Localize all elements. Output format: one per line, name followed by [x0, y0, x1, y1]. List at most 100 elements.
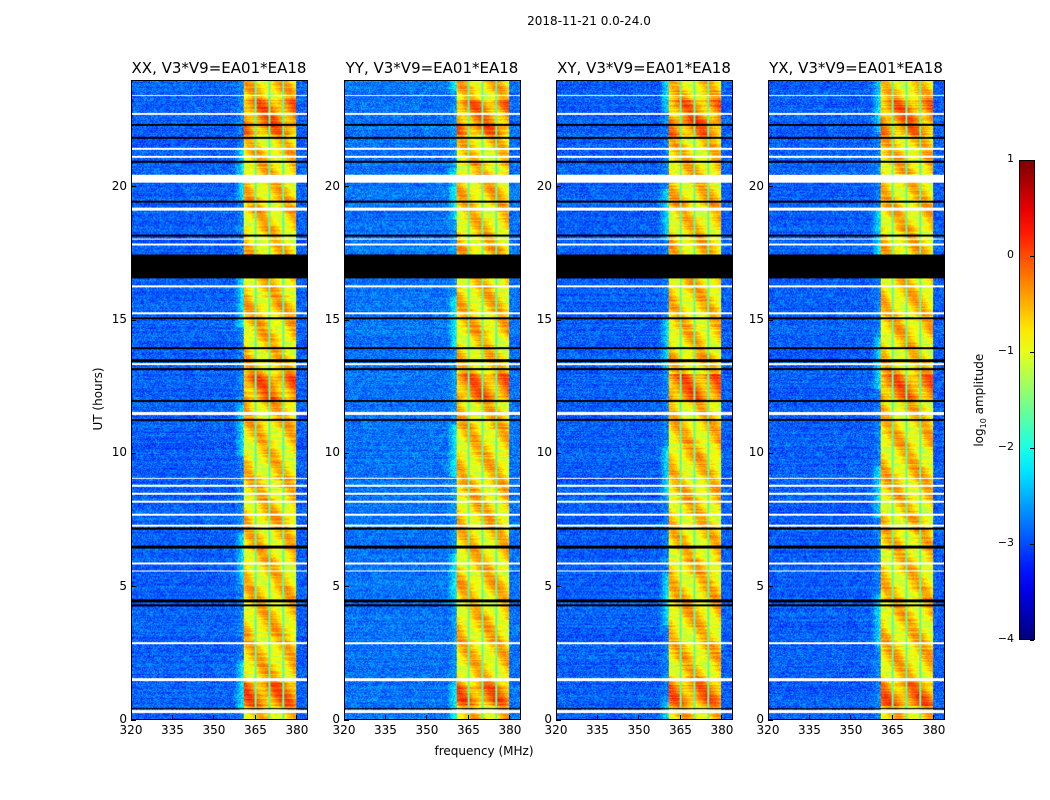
y-tick-label: 10: [111, 445, 127, 460]
x-tick-label: 335: [586, 723, 609, 737]
y-tick-label: 15: [536, 312, 552, 326]
panel-title-xy: XY, V3*V9=EA01*EA18: [557, 59, 731, 77]
x-tick-mark: [721, 715, 723, 720]
colorbar-tick-mark: [1030, 159, 1034, 161]
x-tick-label: 350: [202, 723, 226, 737]
x-tick-mark: [933, 715, 935, 720]
y-tick-mark: [556, 319, 561, 321]
y-tick-mark: [768, 319, 773, 321]
y-tick-mark: [131, 319, 136, 321]
x-tick-mark: [213, 715, 215, 720]
x-tick-mark: [850, 715, 852, 720]
colorbar-tick-mark: [1030, 543, 1034, 545]
panel-title-xx: XX, V3*V9=EA01*EA18: [131, 59, 307, 77]
y-tick-mark: [768, 719, 773, 721]
y-tick-mark: [556, 719, 561, 721]
y-tick-mark: [344, 186, 349, 188]
figure-title: 2018-11-21 0.0-24.0: [527, 14, 651, 28]
y-tick-label: 0: [544, 712, 552, 726]
y-tick-mark: [344, 319, 349, 321]
y-tick-label: 20: [536, 178, 552, 193]
x-tick-mark: [808, 715, 810, 720]
x-tick-mark: [467, 715, 469, 720]
y-tick-label: 10: [748, 445, 764, 460]
y-tick-mark: [131, 452, 136, 454]
x-tick-label: 350: [839, 723, 863, 737]
y-tick-mark: [131, 586, 136, 588]
panel-title-yy: YY, V3*V9=EA01*EA18: [345, 59, 519, 77]
x-tick-mark: [130, 715, 132, 720]
y-tick-mark: [768, 586, 773, 588]
x-tick-label: 380: [285, 723, 309, 737]
x-tick-label: 320: [332, 723, 356, 737]
x-tick-mark: [171, 715, 173, 720]
x-tick-label: 335: [798, 723, 821, 737]
x-axis-label: frequency (MHz): [434, 744, 534, 758]
y-tick-mark: [556, 452, 561, 454]
x-tick-label: 350: [415, 723, 439, 737]
colorbar-tick-mark: [1030, 255, 1034, 257]
y-tick-label: 5: [544, 578, 552, 593]
x-tick-mark: [296, 715, 298, 720]
spectrogram-xy: [556, 80, 733, 720]
colorbar-tick-label: 0: [1007, 248, 1014, 261]
y-tick-mark: [344, 452, 349, 454]
colorbar-label-log: log: [971, 428, 986, 447]
x-tick-label: 335: [374, 723, 397, 737]
x-tick-label: 320: [756, 723, 780, 737]
x-tick-label: 335: [161, 723, 184, 737]
colorbar-tick-label: −1: [997, 344, 1014, 357]
x-tick-mark: [679, 715, 681, 720]
colorbar-tick-label: −2: [997, 440, 1014, 453]
colorbar-tick-mark: [1030, 351, 1034, 353]
colorbar-tick-mark: [1030, 447, 1034, 449]
colorbar-label: log10 amplitude: [972, 345, 988, 455]
y-tick-label: 15: [111, 312, 127, 326]
x-tick-label: 365: [457, 723, 480, 737]
x-tick-label: 365: [669, 723, 692, 737]
y-tick-mark: [344, 586, 349, 588]
spectrogram-xx: [131, 80, 308, 720]
colorbar-label-sub: 10: [979, 418, 989, 429]
x-tick-label: 365: [881, 723, 904, 737]
x-tick-label: 320: [544, 723, 568, 737]
y-tick-label: 5: [332, 578, 340, 593]
y-tick-label: 15: [324, 312, 340, 326]
x-tick-mark: [509, 715, 511, 720]
y-tick-label: 0: [332, 712, 340, 726]
x-tick-mark: [426, 715, 428, 720]
x-tick-label: 365: [244, 723, 267, 737]
y-tick-mark: [768, 186, 773, 188]
y-tick-mark: [131, 719, 136, 721]
y-tick-mark: [131, 186, 136, 188]
y-tick-label: 5: [119, 578, 127, 593]
x-tick-mark: [891, 715, 893, 720]
y-tick-label: 20: [111, 178, 127, 193]
colorbar-tick-mark: [1030, 639, 1034, 641]
x-tick-mark: [596, 715, 598, 720]
x-tick-mark: [384, 715, 386, 720]
y-tick-label: 15: [748, 312, 764, 326]
y-tick-label: 10: [536, 445, 552, 460]
y-tick-label: 20: [324, 178, 340, 193]
colorbar-tick-label: 1: [1007, 152, 1014, 165]
y-tick-label: 0: [119, 712, 127, 726]
colorbar-tick-label: −4: [997, 632, 1014, 645]
colorbar-label-amplitude: amplitude: [971, 353, 986, 419]
y-tick-label: 0: [756, 712, 764, 726]
x-tick-mark: [343, 715, 345, 720]
x-tick-label: 380: [498, 723, 522, 737]
x-tick-label: 320: [119, 723, 143, 737]
y-tick-label: 10: [324, 445, 340, 460]
spectrogram-yx: [768, 80, 945, 720]
x-tick-label: 350: [627, 723, 651, 737]
x-tick-mark: [254, 715, 256, 720]
colorbar: [1019, 160, 1035, 640]
y-tick-mark: [344, 719, 349, 721]
y-tick-label: 5: [756, 578, 764, 593]
x-tick-label: 380: [922, 723, 946, 737]
y-tick-mark: [768, 452, 773, 454]
x-tick-label: 380: [710, 723, 734, 737]
y-tick-mark: [556, 186, 561, 188]
y-axis-label: UT (hours): [91, 367, 105, 431]
